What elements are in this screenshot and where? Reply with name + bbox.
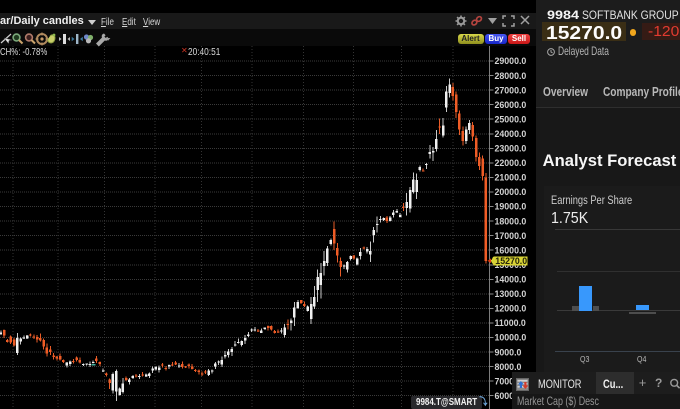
svg-text:9000.0: 9000.0 (495, 347, 522, 357)
svg-text:12000.0: 12000.0 (495, 304, 527, 314)
svg-text:26000.0: 26000.0 (495, 100, 527, 110)
svg-text:15270.0: 15270.0 (495, 256, 527, 266)
svg-text:20000.0: 20000.0 (495, 187, 527, 197)
svg-text:13000.0: 13000.0 (495, 289, 527, 299)
svg-text:16000.0: 16000.0 (495, 245, 527, 255)
svg-text:23000.0: 23000.0 (495, 144, 527, 154)
svg-text:17000.0: 17000.0 (495, 231, 527, 241)
svg-text:28000.0: 28000.0 (495, 71, 527, 81)
svg-text:25000.0: 25000.0 (495, 114, 527, 124)
svg-text:7000.0: 7000.0 (495, 376, 522, 386)
svg-text:6000.0: 6000.0 (495, 391, 522, 401)
svg-text:27000.0: 27000.0 (495, 85, 527, 95)
svg-text:11000.0: 11000.0 (495, 318, 526, 328)
svg-text:8000.0: 8000.0 (495, 362, 522, 372)
svg-text:29000.0: 29000.0 (495, 56, 527, 66)
svg-text:10000.0: 10000.0 (495, 333, 527, 343)
svg-text:19000.0: 19000.0 (495, 202, 527, 212)
svg-text:21000.0: 21000.0 (495, 173, 527, 183)
svg-text:22000.0: 22000.0 (495, 158, 527, 168)
svg-text:18000.0: 18000.0 (495, 216, 527, 226)
svg-text:24000.0: 24000.0 (495, 129, 527, 139)
svg-text:14000.0: 14000.0 (495, 275, 527, 285)
